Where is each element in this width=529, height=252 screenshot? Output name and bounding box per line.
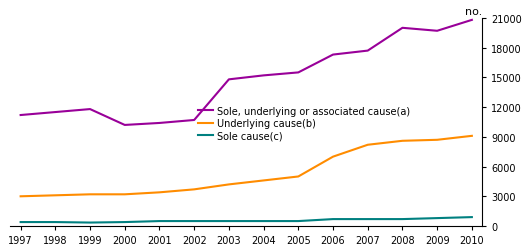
Sole cause(c) — [156, 220, 162, 223]
Legend: Sole, underlying or associated cause(a), Underlying cause(b), Sole cause(c): Sole, underlying or associated cause(a),… — [195, 103, 414, 145]
Underlying cause(b) — [260, 179, 267, 182]
Sole cause(c) — [330, 218, 336, 221]
Sole cause(c) — [191, 220, 197, 223]
Underlying cause(b) — [156, 191, 162, 194]
Sole, underlying or associated cause(a) — [295, 72, 302, 75]
Underlying cause(b) — [330, 155, 336, 159]
Sole, underlying or associated cause(a) — [434, 30, 440, 33]
Sole, underlying or associated cause(a) — [330, 54, 336, 57]
Underlying cause(b) — [191, 188, 197, 191]
Underlying cause(b) — [364, 144, 371, 147]
Sole, underlying or associated cause(a) — [226, 79, 232, 82]
Sole, underlying or associated cause(a) — [52, 111, 59, 114]
Underlying cause(b) — [87, 193, 93, 196]
Sole cause(c) — [399, 218, 406, 221]
Sole cause(c) — [364, 218, 371, 221]
Sole cause(c) — [122, 221, 128, 224]
Sole, underlying or associated cause(a) — [260, 75, 267, 78]
Sole cause(c) — [226, 220, 232, 223]
Line: Sole, underlying or associated cause(a): Sole, underlying or associated cause(a) — [21, 21, 472, 125]
Sole, underlying or associated cause(a) — [191, 119, 197, 122]
Line: Sole cause(c): Sole cause(c) — [21, 217, 472, 223]
Sole, underlying or associated cause(a) — [156, 122, 162, 125]
Sole, underlying or associated cause(a) — [399, 27, 406, 30]
Sole, underlying or associated cause(a) — [122, 124, 128, 127]
Underlying cause(b) — [52, 194, 59, 197]
Sole cause(c) — [469, 216, 475, 219]
Underlying cause(b) — [399, 140, 406, 143]
Sole, underlying or associated cause(a) — [87, 108, 93, 111]
Sole, underlying or associated cause(a) — [364, 50, 371, 53]
Underlying cause(b) — [469, 135, 475, 138]
Underlying cause(b) — [122, 193, 128, 196]
Sole, underlying or associated cause(a) — [17, 114, 24, 117]
Line: Underlying cause(b): Underlying cause(b) — [21, 136, 472, 197]
Underlying cause(b) — [17, 195, 24, 198]
Sole cause(c) — [260, 220, 267, 223]
Sole cause(c) — [434, 217, 440, 220]
Sole cause(c) — [17, 221, 24, 224]
Sole cause(c) — [295, 220, 302, 223]
Underlying cause(b) — [434, 139, 440, 142]
Text: no.: no. — [465, 7, 482, 17]
Sole cause(c) — [52, 221, 59, 224]
Sole cause(c) — [87, 221, 93, 224]
Sole, underlying or associated cause(a) — [469, 19, 475, 22]
Underlying cause(b) — [226, 183, 232, 186]
Underlying cause(b) — [295, 175, 302, 178]
